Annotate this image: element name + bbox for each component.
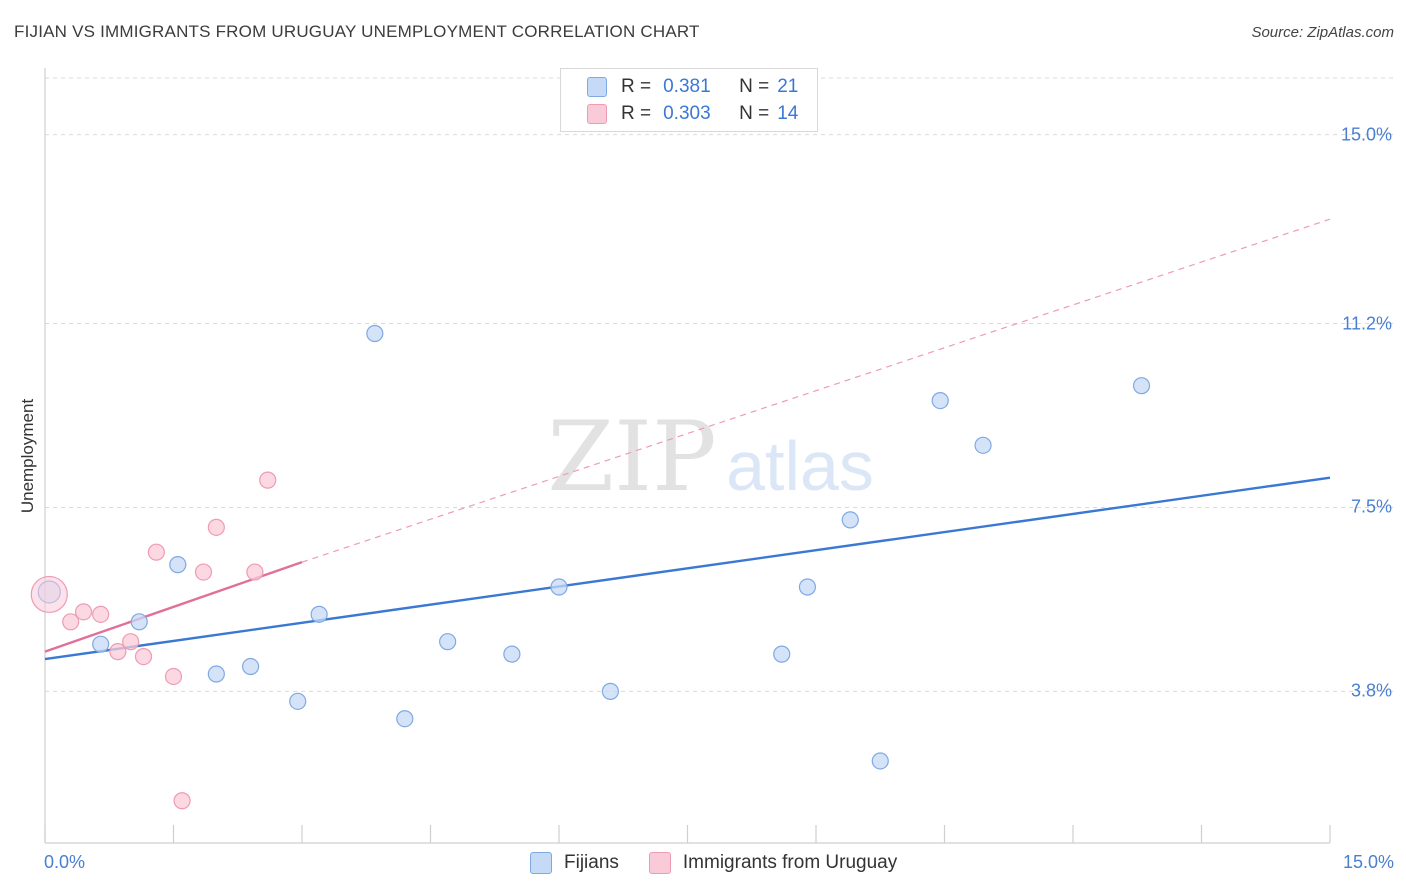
fijians-data-point	[841, 511, 859, 529]
legend-row-fijians: R = 0.381 N = 21	[587, 75, 798, 99]
series-legend-label: Fijians	[564, 852, 619, 873]
uruguay-data-point	[173, 792, 191, 810]
fijians-data-point	[366, 324, 384, 343]
fijians-data-point	[169, 556, 187, 574]
fijians-data-point	[310, 605, 328, 623]
series-legend-fijians: Fijians	[530, 852, 619, 874]
fijians-data-point	[503, 645, 521, 663]
fijians-data-point	[550, 578, 568, 596]
uruguay-trend-extension	[301, 218, 1331, 563]
fijians-data-point	[601, 682, 620, 700]
legend-n-value: 21	[777, 76, 799, 97]
fijians-data-point	[871, 752, 889, 770]
fijians-trend-line	[44, 476, 1331, 661]
correlation-legend: R = 0.381 N = 21 R = 0.303 N = 14	[560, 68, 818, 132]
uruguay-data-point	[92, 605, 110, 623]
x-tick-label-min: 0.0%	[44, 852, 86, 872]
series-legend-uruguay: Immigrants from Uruguay	[648, 852, 898, 874]
legend-n-label: N =	[739, 76, 770, 97]
uruguay-data-point	[164, 667, 183, 686]
legend-r-value: 0.303	[663, 103, 711, 124]
fijians-data-point	[289, 692, 307, 710]
fijians-data-point	[1132, 377, 1151, 395]
uruguay-data-point	[194, 563, 213, 581]
fijians-data-point	[207, 665, 225, 683]
watermark-zip: ZIP	[547, 401, 716, 513]
legend-swatch-pink	[587, 104, 607, 124]
fijians-data-point	[773, 645, 791, 663]
series-legend: Fijians Immigrants from Uruguay	[530, 852, 927, 874]
legend-r-label: R =	[621, 76, 652, 97]
fijians-data-point	[92, 635, 110, 653]
uruguay-data-point	[147, 543, 165, 561]
uruguay-data-point	[74, 603, 93, 621]
y-tick-label: 3.8%	[1350, 680, 1392, 701]
legend-r-label: R =	[621, 103, 652, 124]
uruguay-data-point	[30, 575, 68, 614]
y-tick-label: 7.5%	[1350, 496, 1392, 517]
x-tick-label-max: 15.0%	[1342, 852, 1394, 872]
y-tick-label: 15.0%	[1340, 124, 1392, 145]
fijians-data-point	[931, 391, 949, 410]
legend-swatch-blue	[587, 77, 607, 97]
fijians-data-point	[242, 657, 260, 676]
legend-row-uruguay: R = 0.303 N = 14	[587, 102, 798, 126]
legend-n-label: N =	[739, 103, 770, 124]
uruguay-data-point	[207, 518, 225, 536]
y-tick-label: 11.2%	[1342, 313, 1392, 334]
watermark-atlas: atlas	[726, 427, 874, 505]
uruguay-data-point	[246, 563, 264, 581]
legend-swatch-blue	[530, 852, 552, 874]
uruguay-data-point	[62, 613, 80, 631]
uruguay-data-point	[109, 643, 127, 661]
fijians-data-point	[974, 436, 992, 454]
source-label: Source: ZipAtlas.com	[1251, 24, 1394, 41]
series-legend-label: Immigrants from Uruguay	[682, 852, 898, 873]
fijians-data-point	[396, 710, 414, 728]
uruguay-data-point	[134, 647, 153, 666]
legend-n-value: 14	[777, 103, 799, 124]
legend-r-value: 0.381	[663, 76, 711, 97]
chart-title: FIJIAN VS IMMIGRANTS FROM URUGUAY UNEMPL…	[14, 22, 700, 41]
legend-swatch-pink	[648, 852, 671, 874]
fijians-data-point	[130, 613, 148, 631]
uruguay-data-point	[259, 471, 277, 489]
uruguay-data-point	[122, 633, 140, 651]
fijians-data-point	[798, 578, 817, 596]
fijians-data-point	[439, 633, 457, 651]
